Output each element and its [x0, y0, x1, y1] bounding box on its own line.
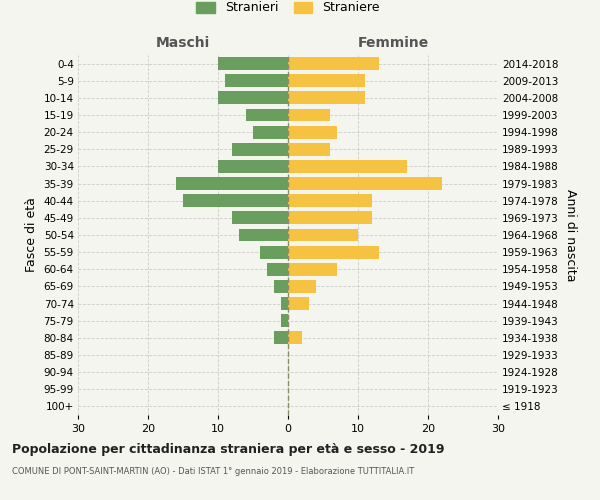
Bar [288, 297, 309, 310]
Bar [288, 332, 302, 344]
Bar [288, 177, 442, 190]
Bar [246, 108, 288, 122]
Bar [218, 57, 288, 70]
Text: Popolazione per cittadinanza straniera per età e sesso - 2019: Popolazione per cittadinanza straniera p… [12, 442, 445, 456]
Y-axis label: Anni di nascita: Anni di nascita [565, 188, 577, 281]
Bar [281, 314, 288, 327]
Bar [288, 263, 337, 276]
Bar [288, 74, 365, 87]
Bar [274, 280, 288, 293]
Bar [288, 160, 407, 173]
Bar [225, 74, 288, 87]
Bar [288, 92, 365, 104]
Bar [218, 92, 288, 104]
Bar [267, 263, 288, 276]
Bar [176, 177, 288, 190]
Bar [274, 332, 288, 344]
Bar [288, 280, 316, 293]
Bar [288, 108, 330, 122]
Bar [281, 297, 288, 310]
Bar [288, 194, 372, 207]
Bar [232, 212, 288, 224]
Bar [218, 160, 288, 173]
Bar [183, 194, 288, 207]
Bar [260, 246, 288, 258]
Text: COMUNE DI PONT-SAINT-MARTIN (AO) - Dati ISTAT 1° gennaio 2019 - Elaborazione TUT: COMUNE DI PONT-SAINT-MARTIN (AO) - Dati … [12, 468, 414, 476]
Bar [288, 246, 379, 258]
Bar [288, 143, 330, 156]
Bar [288, 57, 379, 70]
Text: Maschi: Maschi [156, 36, 210, 50]
Bar [288, 228, 358, 241]
Bar [288, 126, 337, 138]
Bar [288, 212, 372, 224]
Bar [253, 126, 288, 138]
Legend: Stranieri, Straniere: Stranieri, Straniere [191, 0, 385, 20]
Bar [232, 143, 288, 156]
Text: Femmine: Femmine [358, 36, 428, 50]
Y-axis label: Fasce di età: Fasce di età [25, 198, 38, 272]
Bar [239, 228, 288, 241]
